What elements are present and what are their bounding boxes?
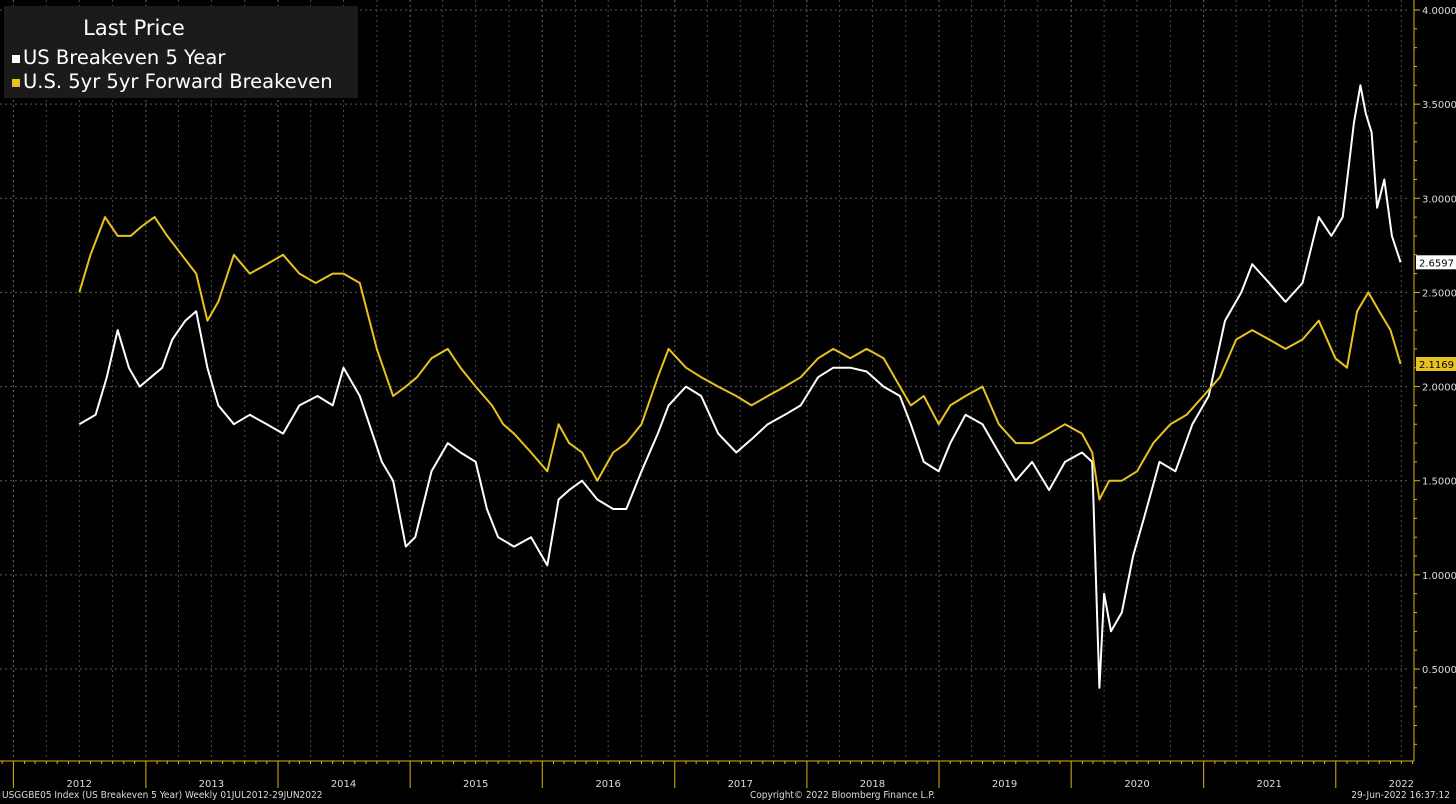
legend-title: Last Price [83,16,185,40]
footer-copyright: Copyright© 2022 Bloomberg Finance L.P. [750,790,936,801]
x-tick-label: 2013 [199,779,224,790]
y-tick-label: 3.0000 [1422,194,1456,205]
legend-item-us-breakeven-5y: US Breakeven 5 Year [12,46,225,69]
legend-label: US Breakeven 5 Year [23,46,226,69]
last-value-labels: 2.6597 2.1169 [1416,255,1456,371]
x-tick-label: 2019 [992,779,1017,790]
legend-item-5y5y-forward: U.S. 5yr 5yr Forward Breakeven [12,70,333,93]
last-value-box [1416,356,1456,371]
x-tick-label: 2016 [595,779,620,790]
y-tick-label: 3.5000 [1422,100,1456,111]
x-tick-label: 2018 [860,779,885,790]
y-tick-label: 2.0000 [1422,383,1456,394]
x-tick-label: 2015 [463,779,488,790]
last-value-box [1416,255,1456,270]
y-tick-label: 1.0000 [1422,571,1456,582]
x-tick-label: 2017 [728,779,753,790]
x-tick-label: 2022 [1389,779,1414,790]
y-tick-label: 0.5000 [1422,665,1456,676]
footer-security-description: USGGBE05 Index (US Breakeven 5 Year) Wee… [2,790,323,801]
x-tick-label: 2021 [1256,779,1281,790]
series-line-us-breakeven-5y [78,84,1402,689]
series-lines [78,84,1402,689]
footer-timestamp: 29-Jun-2022 16:37:12 [1351,790,1450,801]
last-value-label: 2.6597 [1419,258,1454,269]
y-tick-label: 4.0000 [1422,6,1456,17]
legend-label: U.S. 5yr 5yr Forward Breakeven [23,70,333,93]
series-line-5y5y-forward [78,216,1402,501]
last-value-label: 2.1169 [1419,360,1454,371]
x-tick-label: 2020 [1124,779,1149,790]
y-tick-label: 2.5000 [1422,288,1456,299]
legend-swatch-gold [12,78,20,87]
legend-swatch-white [12,54,20,63]
x-tick-label: 2012 [67,779,92,790]
legend: Last Price US Breakeven 5 Year U.S. 5yr … [4,6,358,98]
y-tick-label: 1.5000 [1422,477,1456,488]
x-tick-label: 2014 [331,779,356,790]
